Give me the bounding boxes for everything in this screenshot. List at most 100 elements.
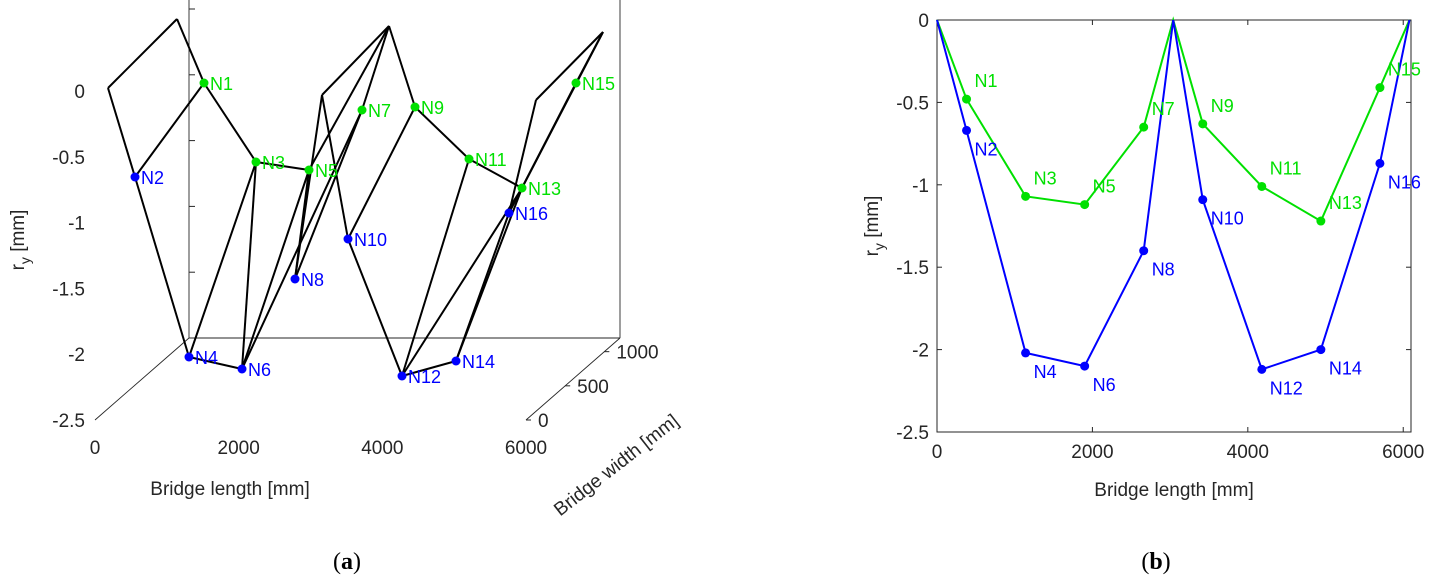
panel-b-series-lines (936, 16, 1411, 371)
panel-a-point-n4 (184, 352, 194, 362)
panel-a-member (241, 169, 310, 370)
panel-a-label-n14: N14 (462, 352, 495, 372)
panel-a-label-n10: N10 (354, 230, 387, 250)
panel-a-member (294, 109, 363, 280)
panel-a-ytick-label: -1 (68, 214, 85, 235)
panel-a-member (255, 161, 310, 171)
panel-b-caption-letter: b (1149, 549, 1162, 575)
panel-a-ztick-label: 0 (538, 411, 549, 432)
panel-a-point-n13 (517, 183, 527, 193)
panel-b-ytick-label: -1.5 (896, 258, 929, 279)
panel-a-member (401, 187, 523, 377)
panel-b-ytick-label: 0 (918, 11, 929, 32)
panel-a-label-n12: N12 (408, 367, 441, 387)
panel-a-label-n8: N8 (301, 270, 324, 290)
panel-b-label-n13: N13 (1329, 193, 1362, 213)
panel-a-member (107, 87, 136, 178)
panel-a-member (401, 158, 470, 377)
panel-a-point-n7 (357, 105, 367, 115)
panel-a-ytick-label: -1.5 (52, 279, 85, 300)
panel-a-member (361, 25, 390, 111)
panel-a-member (347, 238, 403, 377)
panel-b-point-n1 (962, 94, 972, 104)
panel-b-xtick-label: 6000 (1382, 442, 1424, 463)
panel-a-member (107, 18, 178, 89)
panel-a-label-n3: N3 (262, 153, 285, 173)
panel-a-member (321, 25, 390, 96)
panel-a-xtick-label: 4000 (361, 438, 403, 459)
panel-b-point-n15 (1375, 83, 1385, 93)
panel-a-member (188, 161, 257, 358)
panel-b-point-n5 (1080, 200, 1090, 210)
panel-a-label-n5: N5 (315, 161, 338, 181)
panel-b-ylabel-unit: [mm] (862, 196, 883, 244)
panel-a-point-n1 (199, 78, 209, 88)
panel-b-point-n14 (1316, 345, 1326, 355)
panel-b-label-n6: N6 (1093, 375, 1116, 395)
panel-a-ylabel-sub: y (17, 257, 33, 264)
panel-b-point-n16 (1375, 158, 1385, 168)
panel-a-left-floor-edge (94, 337, 190, 421)
panel-b-label-n11: N11 (1270, 158, 1302, 178)
panel-a-point-n2 (130, 172, 140, 182)
panel-b-point-n3 (1021, 191, 1031, 201)
panel-a-xtick-label: 0 (90, 438, 101, 459)
panel-a-label-n13: N13 (528, 179, 561, 199)
panel-a-structure-lines (107, 18, 604, 377)
panel-b-label-n8: N8 (1152, 260, 1175, 280)
panel-a-member (535, 31, 604, 101)
panel-b-point-n2 (962, 125, 972, 135)
panel-b-xtick-label: 0 (932, 442, 943, 463)
panel-a-member (203, 82, 257, 163)
panel-b-point-n12 (1257, 364, 1267, 374)
panel-b-label-n12: N12 (1270, 378, 1303, 398)
panel-a-ytick-label: -2 (68, 345, 85, 366)
panel-a-ytick-label: -0.5 (52, 148, 85, 169)
panel-a-member (294, 94, 323, 280)
panel-a-point-n3 (251, 157, 261, 167)
panel-b-label-n10: N10 (1211, 209, 1244, 229)
panel-a-point-n10 (343, 234, 353, 244)
panel-a-member (188, 356, 243, 370)
panel-a-ztick-label: 500 (577, 377, 609, 398)
panel-b-label-n16: N16 (1388, 172, 1421, 192)
panel-a-point-n11 (464, 154, 474, 164)
panel-a-member (308, 25, 390, 171)
panel-a-xlabel: Bridge length [mm] (150, 479, 309, 500)
panel-b-ylabel-main: r (862, 249, 883, 256)
panel-a-member (347, 106, 416, 240)
panel-a-point-n6 (237, 364, 247, 374)
panel-a-label-n6: N6 (248, 360, 271, 380)
panel-a-ytick-label: 0 (74, 82, 85, 103)
panel-b-label-n14: N14 (1329, 359, 1362, 379)
panel-b-xtick-label: 2000 (1071, 442, 1113, 463)
panel-b-ytick-label: -2 (912, 341, 929, 362)
panel-b-point-n9 (1198, 119, 1208, 129)
panel-a-member (241, 109, 363, 370)
panel-a-label-n15: N15 (582, 74, 615, 94)
panel-a-caption-letter: a (341, 549, 353, 575)
panel-a-member (134, 82, 205, 178)
svg-text:ry [mm]: ry [mm] (862, 196, 887, 257)
panel-a-member (134, 176, 190, 358)
panel-a-point-n9 (410, 102, 420, 112)
panel-b-label-n1: N1 (975, 71, 998, 91)
panel-b-point-n7 (1139, 122, 1149, 132)
panel-a-point-n16 (504, 208, 514, 218)
panel-a-ylabel: ry [mm] (8, 210, 33, 271)
panel-a-zlabel: Bridge width [mm] (550, 411, 683, 521)
panel-b-xtick-label: 4000 (1227, 442, 1269, 463)
panel-a-member (241, 161, 257, 370)
panel-b-nodes: N1 N3 N5 N7 N9 N11 N13 N15 N2 N4 N6 N8 N10 N12 N14 N16 (962, 60, 1421, 398)
panel-b-label-n15: N15 (1388, 60, 1421, 80)
panel-b-xlabel: Bridge length [mm] (1094, 480, 1253, 501)
panel-a-ytick-label: -2.5 (52, 411, 85, 432)
panel-a-member (468, 158, 523, 189)
panel-a-member (455, 212, 510, 362)
panel-b-point-n13 (1316, 216, 1326, 226)
panel-a-member (508, 99, 537, 214)
panel-a-point-n5 (304, 165, 314, 175)
panel-b-label-n7: N7 (1152, 99, 1175, 119)
